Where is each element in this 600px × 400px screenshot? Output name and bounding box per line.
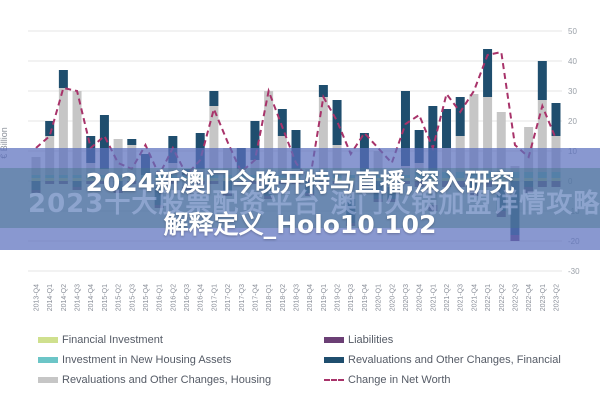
overlay-banner xyxy=(0,148,600,250)
x-tick-label: 2018-Q1 xyxy=(266,284,273,311)
bar-segment xyxy=(537,100,547,172)
bar-segment xyxy=(414,130,424,163)
legend-label: Revaluations and Other Changes, Financia… xyxy=(348,354,561,366)
x-tick-label: 2022-Q2 xyxy=(499,284,506,311)
x-tick-label: 2022-Q1 xyxy=(485,284,492,311)
bar-segment xyxy=(250,121,260,160)
x-tick-label: 2022-Q3 xyxy=(512,284,519,311)
bar-segment xyxy=(45,121,55,136)
x-tick-label: 2018-Q2 xyxy=(280,284,287,311)
legend-item-financial-investment: Financial Investment xyxy=(38,334,163,346)
legend-swatch-icon xyxy=(324,337,344,343)
watermark-text: 2023十大股票配资平台 澳门火锅加盟详情攻略 xyxy=(28,189,600,219)
x-tick-label: 2017-Q3 xyxy=(239,284,246,311)
x-tick-label: 2020-Q2 xyxy=(389,284,396,311)
x-tick-label: 2019-Q2 xyxy=(335,284,342,311)
legend-label: Investment in New Housing Assets xyxy=(62,354,232,366)
x-tick-label: 2017-Q4 xyxy=(252,284,259,311)
y-tick-label: 20 xyxy=(568,117,577,126)
x-tick-label: 2014-Q1 xyxy=(47,284,54,311)
bar-segment xyxy=(483,97,493,172)
x-tick-label: 2023-Q1 xyxy=(540,284,547,311)
legend-swatch-icon xyxy=(38,377,58,383)
bar-segment xyxy=(483,49,493,97)
x-tick-label: 2018-Q4 xyxy=(307,284,314,311)
bar-segment xyxy=(442,109,452,148)
bar-segment xyxy=(332,100,342,145)
bar-segment xyxy=(455,97,465,136)
y-tick-label: 30 xyxy=(568,87,577,96)
bar-segment xyxy=(99,115,109,169)
x-tick-label: 2017-Q2 xyxy=(225,284,232,311)
legend-label: Liabilities xyxy=(348,334,394,346)
x-tick-label: 2017-Q1 xyxy=(211,284,218,311)
legend-dash-icon xyxy=(324,379,344,381)
bar-segment xyxy=(58,70,68,88)
x-tick-label: 2019-Q4 xyxy=(362,284,369,311)
x-tick-label: 2022-Q4 xyxy=(526,284,533,311)
x-tick-label: 2019-Q1 xyxy=(321,284,328,311)
x-tick-label: 2013-Q4 xyxy=(34,284,41,311)
y-tick-label: 50 xyxy=(568,27,577,36)
legend-label: Change in Net Worth xyxy=(348,374,451,386)
bar-segment xyxy=(496,112,506,172)
legend-item-liabilities: Liabilities xyxy=(324,334,393,346)
bar-segment xyxy=(318,97,328,175)
x-tick-label: 2021-Q4 xyxy=(471,284,478,311)
bar-segment xyxy=(428,106,438,172)
bar-segment xyxy=(209,91,219,106)
legend-label: Financial Investment xyxy=(62,334,163,346)
headline-line-2: 解释定义_Holo10.102 xyxy=(163,210,437,239)
x-tick-label: 2015-Q4 xyxy=(143,284,150,311)
headline-line-1: 2024新澳门今晚开特马直播,深入研究 xyxy=(85,168,515,197)
legend-item-revaluations-financial: Revaluations and Other Changes, Financia… xyxy=(324,354,561,366)
y-tick-label: -30 xyxy=(568,267,580,276)
bar-segment xyxy=(209,106,219,175)
bar-segment xyxy=(277,109,287,136)
x-tick-label: 2015-Q1 xyxy=(102,284,109,311)
bar-segment xyxy=(551,103,561,136)
x-tick-label: 2021-Q1 xyxy=(430,284,437,311)
bar-segment xyxy=(537,61,547,100)
x-tick-label: 2016-Q2 xyxy=(170,284,177,311)
legend-swatch-icon xyxy=(324,357,344,363)
x-tick-label: 2021-Q3 xyxy=(458,284,465,311)
x-tick-label: 2016-Q1 xyxy=(157,284,164,311)
x-tick-label: 2023-Q2 xyxy=(554,284,561,311)
x-tick-label: 2020-Q4 xyxy=(417,284,424,311)
legend-item-change-net-worth: Change in Net Worth xyxy=(324,374,451,386)
bar-segment xyxy=(127,139,137,145)
bar-segment xyxy=(58,88,68,175)
bar-segment xyxy=(264,91,274,175)
x-tick-label: 2019-Q3 xyxy=(348,284,355,311)
x-tick-label: 2014-Q3 xyxy=(75,284,82,311)
bar-segment xyxy=(72,91,82,175)
x-tick-label: 2016-Q3 xyxy=(184,284,191,311)
legend-item-revaluations-housing: Revaluations and Other Changes, Housing xyxy=(38,374,271,386)
x-tick-label: 2015-Q2 xyxy=(116,284,123,311)
x-tick-label: 2020-Q3 xyxy=(403,284,410,311)
x-tick-label: 2014-Q4 xyxy=(88,284,95,311)
x-tick-label: 2020-Q1 xyxy=(376,284,383,311)
bar-segment xyxy=(318,85,328,97)
legend-swatch-icon xyxy=(38,337,58,343)
bar-segment xyxy=(469,94,479,172)
x-tick-label: 2018-Q3 xyxy=(294,284,301,311)
x-tick-label: 2021-Q2 xyxy=(444,284,451,311)
overlay-band xyxy=(0,168,600,228)
legend-swatch-icon xyxy=(38,357,58,363)
x-tick-label: 2014-Q2 xyxy=(61,284,68,311)
x-tick-label: 2015-Q3 xyxy=(129,284,136,311)
bar-segment xyxy=(400,91,410,166)
legend-label: Revaluations and Other Changes, Housing xyxy=(62,374,272,386)
x-tick-label: 2016-Q4 xyxy=(198,284,205,311)
legend-item-investment-new-housing: Investment in New Housing Assets xyxy=(38,354,231,366)
y-tick-label: 40 xyxy=(568,57,577,66)
